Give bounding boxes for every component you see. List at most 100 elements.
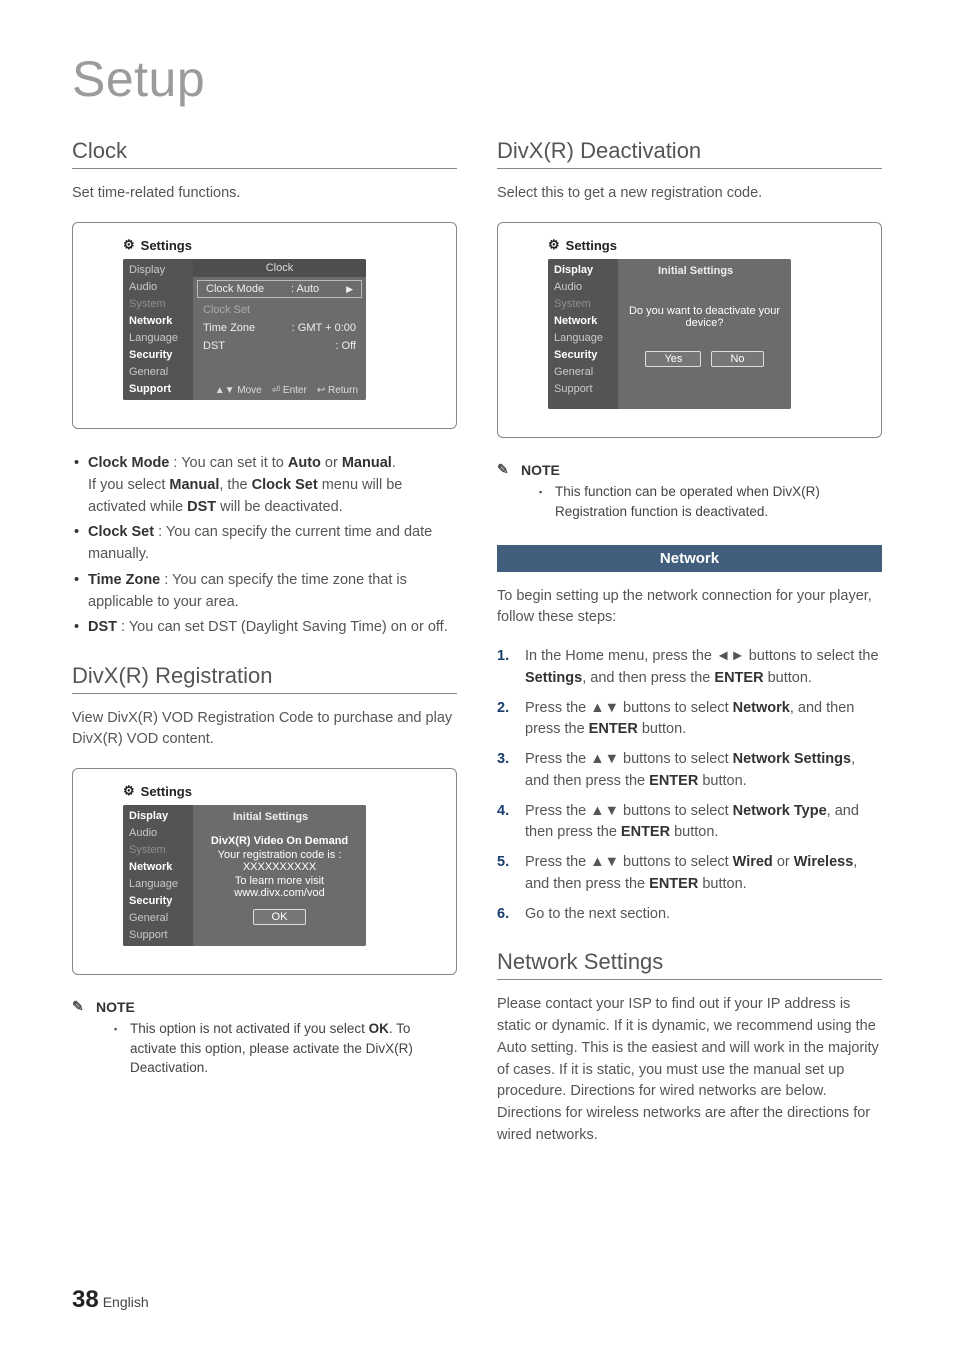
sc-footer: ▲▼ Move ⏎ Enter ↩ Return	[215, 385, 358, 396]
sc-row-label: Clock Set	[203, 304, 250, 316]
page-number-value: 38	[72, 1286, 99, 1313]
sidebar-item: Support	[129, 382, 187, 396]
sidebar-item: Display	[129, 263, 187, 277]
sc-main: Initial Settings DivX(R) Video On Demand…	[193, 805, 366, 946]
sc-row-value: : Auto	[291, 283, 319, 295]
sc-row-label: Clock Mode	[206, 283, 264, 295]
sidebar-item: System	[554, 297, 612, 311]
term: Clock Mode	[88, 455, 169, 471]
step-item: In the Home menu, press the ◄► buttons t…	[497, 646, 882, 690]
sc-main: Initial Settings Do you want to deactiva…	[618, 259, 791, 409]
divx-deact-heading: DivX(R) Deactivation	[497, 138, 882, 169]
step-item: Press the ▲▼ buttons to select Network T…	[497, 801, 882, 845]
clock-bullets: Clock Mode : You can set it to Auto or M…	[72, 453, 457, 639]
network-intro: To begin setting up the network connecti…	[497, 586, 882, 628]
sc-sidebar: Display Audio System Network Language Se…	[548, 259, 618, 409]
sidebar-item: System	[129, 297, 187, 311]
sidebar-item: General	[129, 365, 187, 379]
sc-footer-return: ↩ Return	[317, 385, 358, 396]
note-items: This option is not activated if you sele…	[114, 1019, 457, 1078]
note-item: This option is not activated if you sele…	[114, 1019, 457, 1078]
divx-reg-intro: View DivX(R) VOD Registration Code to pu…	[72, 708, 457, 750]
dialog-buttons: OK	[199, 909, 360, 925]
sidebar-item: Audio	[129, 280, 187, 294]
clock-screenshot: ⚙ Settings Display Audio System Network …	[72, 222, 457, 429]
step-item: Press the ▲▼ buttons to select Network S…	[497, 749, 882, 793]
divx-reg-heading: DivX(R) Registration	[72, 663, 457, 694]
gear-icon: ⚙	[123, 237, 135, 253]
sidebar-item: Language	[554, 331, 612, 345]
divx-deact-intro: Select this to get a new registration co…	[497, 183, 882, 204]
note-icon	[72, 1000, 90, 1014]
sc-header-label: Settings	[141, 784, 192, 799]
network-steps: In the Home menu, press the ◄► buttons t…	[497, 646, 882, 925]
sc-row: Clock Mode : Auto ▶	[197, 280, 362, 298]
sidebar-item: Network	[554, 314, 612, 328]
sidebar-item: General	[129, 911, 187, 925]
note-item: This function can be operated when DivX(…	[539, 482, 882, 521]
gear-icon: ⚙	[123, 783, 135, 799]
sc-header-label: Settings	[566, 238, 617, 253]
dialog-line: To learn more visit www.divx.com/vod	[199, 875, 360, 899]
page-number-label: English	[103, 1294, 149, 1310]
sc-title: Initial Settings	[193, 805, 366, 829]
term: Manual	[342, 455, 392, 471]
sc-body: Display Audio System Network Language Se…	[123, 805, 366, 946]
sc-header: ⚙ Settings	[548, 237, 871, 253]
chevron-right-icon: ▶	[346, 284, 353, 295]
sc-row-value: : GMT + 0:00	[292, 322, 356, 334]
sidebar-item: Network	[129, 314, 187, 328]
sidebar-item: Security	[554, 348, 612, 362]
dialog-line: DivX(R) Video On Demand	[199, 835, 360, 847]
sidebar-item: Display	[129, 809, 187, 823]
sc-row: Clock Set	[193, 301, 366, 319]
sc-row-label: DST	[203, 340, 225, 352]
sc-body: Display Audio System Network Language Se…	[548, 259, 791, 409]
page-number: 38English	[72, 1286, 149, 1314]
step-item: Go to the next section.	[497, 904, 882, 926]
right-column: DivX(R) Deactivation Select this to get …	[497, 138, 882, 1147]
sidebar-item: System	[129, 843, 187, 857]
note-icon	[497, 463, 515, 477]
sidebar-item: Security	[129, 894, 187, 908]
sc-sidebar: Display Audio System Network Language Se…	[123, 805, 193, 946]
sidebar-item: Audio	[129, 826, 187, 840]
sidebar-item: Network	[129, 860, 187, 874]
sc-title: Clock	[193, 259, 366, 277]
ok-button: OK	[253, 909, 307, 925]
bullet-sub: If you select Manual, the Clock Set menu…	[88, 475, 457, 519]
sc-footer-enter: ⏎ Enter	[272, 385, 307, 396]
note-lead: NOTE	[497, 462, 882, 478]
sc-row: DST : Off	[193, 337, 366, 355]
bullet-text: : You can set it to	[169, 455, 288, 471]
note-label: NOTE	[96, 999, 135, 1015]
sc-title: Initial Settings	[618, 259, 791, 283]
bullet-text: or	[321, 455, 342, 471]
sc-header: ⚙ Settings	[123, 783, 446, 799]
bullet-item: Clock Set : You can specify the current …	[72, 522, 457, 566]
dialog-buttons: Yes No	[624, 351, 785, 367]
netsettings-heading: Network Settings	[497, 949, 882, 980]
step-item: Press the ▲▼ buttons to select Wired or …	[497, 852, 882, 896]
divx-reg-screenshot: ⚙ Settings Display Audio System Network …	[72, 768, 457, 975]
bullet-item: Time Zone : You can specify the time zon…	[72, 570, 457, 614]
sidebar-item: Display	[554, 263, 612, 277]
note-items: This function can be operated when DivX(…	[539, 482, 882, 521]
sc-header: ⚙ Settings	[123, 237, 446, 253]
sc-row-value: : Off	[335, 340, 356, 352]
term: Auto	[288, 455, 321, 471]
sc-main: Clock Clock Mode : Auto ▶ Clock Set Time…	[193, 259, 366, 400]
step-item: Press the ▲▼ buttons to select Network, …	[497, 698, 882, 742]
sidebar-item: Language	[129, 331, 187, 345]
netsettings-text: Please contact your ISP to find out if y…	[497, 994, 882, 1146]
sc-body: Display Audio System Network Language Se…	[123, 259, 366, 400]
sidebar-item: Audio	[554, 280, 612, 294]
sidebar-item: Language	[129, 877, 187, 891]
sidebar-item: General	[554, 365, 612, 379]
network-banner: Network	[497, 545, 882, 572]
sc-dialog: Do you want to deactivate your device? Y…	[624, 303, 785, 367]
content-columns: Clock Set time-related functions. ⚙ Sett…	[72, 138, 882, 1147]
note-label: NOTE	[521, 462, 560, 478]
sc-row: Time Zone : GMT + 0:00	[193, 319, 366, 337]
yes-button: Yes	[645, 351, 701, 367]
